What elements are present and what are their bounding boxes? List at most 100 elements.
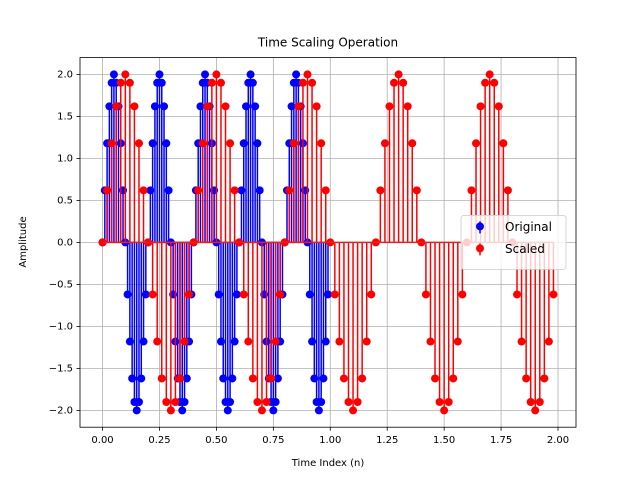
y-tick-label: 0.5 — [57, 195, 73, 206]
stem-marker — [155, 70, 164, 79]
stem-marker — [134, 398, 143, 406]
stem-marker — [390, 78, 399, 87]
stem-marker — [157, 374, 166, 383]
y-tick-label: −0.5 — [49, 279, 73, 290]
x-tick-label: 1.25 — [376, 435, 398, 446]
stem-marker — [105, 102, 114, 111]
stem-marker — [162, 398, 171, 406]
stem-marker — [201, 70, 210, 79]
stem-marker — [367, 290, 376, 299]
stem-marker — [125, 337, 134, 346]
stem-marker — [321, 337, 330, 346]
stem-marker — [253, 398, 262, 406]
stem-marker — [253, 139, 262, 148]
stem-marker — [116, 78, 125, 87]
stem-marker — [499, 139, 508, 148]
stem-marker — [440, 406, 449, 415]
stem-marker — [287, 102, 296, 111]
stem-marker — [219, 374, 228, 383]
stem-marker — [449, 374, 458, 383]
stem-marker — [380, 139, 389, 148]
stem-marker — [549, 290, 558, 299]
stem-marker — [103, 186, 112, 195]
stem-marker — [344, 398, 353, 406]
stem-marker — [267, 374, 276, 383]
stem-marker — [246, 70, 255, 79]
stem-marker — [248, 78, 257, 87]
stem-marker — [248, 374, 257, 383]
stem-marker — [221, 102, 230, 111]
stem-marker — [262, 398, 271, 406]
stem-marker — [305, 290, 314, 299]
stem-marker — [139, 337, 148, 346]
stem-marker — [141, 290, 150, 299]
stem-marker — [130, 102, 139, 111]
stem-marker — [517, 337, 526, 346]
stem-marker — [216, 337, 225, 346]
stem-marker — [148, 290, 157, 299]
stem-marker — [153, 337, 162, 346]
stem-marker — [358, 374, 367, 383]
legend-label: Scaled — [505, 242, 545, 256]
stem-marker — [251, 102, 260, 111]
stem-marker — [242, 102, 251, 111]
stem-marker — [317, 139, 326, 148]
stem-marker — [294, 102, 303, 111]
stem-marker — [458, 290, 467, 299]
stem-marker — [472, 139, 481, 148]
stem-marker — [303, 70, 312, 79]
stem-marker — [237, 186, 246, 195]
stem-marker — [178, 406, 187, 415]
legend-box — [460, 214, 567, 270]
stem-marker — [112, 102, 121, 111]
stem-marker — [132, 406, 141, 415]
axes-frame — [79, 57, 577, 428]
stem-marker — [362, 337, 371, 346]
stem-marker — [255, 186, 264, 195]
stem-marker — [198, 139, 207, 148]
stem-marker — [453, 337, 462, 346]
stem-marker — [194, 186, 203, 195]
x-tick-label: 1.00 — [319, 435, 341, 446]
stem-marker — [269, 406, 278, 415]
stem-marker — [308, 337, 317, 346]
stem-marker — [308, 78, 317, 87]
stem-marker — [513, 290, 522, 299]
stem-marker — [196, 102, 205, 111]
stem-marker — [435, 398, 444, 406]
stem-marker — [148, 139, 157, 148]
stem-marker — [385, 102, 394, 111]
stem-marker — [394, 70, 403, 79]
series — [98, 70, 332, 415]
stem-marker — [180, 398, 189, 406]
stem-marker — [376, 186, 385, 195]
stem-marker — [230, 337, 239, 346]
stem-marker — [226, 398, 235, 406]
stem-marker — [467, 186, 476, 195]
stem-marker — [239, 290, 248, 299]
stem-marker — [223, 406, 232, 415]
stem-marker — [244, 337, 253, 346]
stem-marker — [230, 186, 239, 195]
stem-marker — [182, 374, 191, 383]
stem-marker — [444, 398, 453, 406]
stem-marker — [160, 102, 169, 111]
stem-marker — [476, 102, 485, 111]
stem-marker — [273, 374, 282, 383]
stem-marker — [271, 398, 280, 406]
stem-marker — [157, 78, 166, 87]
x-tick-label: 0.00 — [91, 435, 113, 446]
stem-marker — [324, 290, 332, 299]
x-tick-label: 1.75 — [490, 435, 512, 446]
stem-marker — [185, 290, 194, 299]
stem-marker — [403, 102, 412, 111]
stem-marker — [216, 78, 225, 87]
stem-marker — [239, 139, 248, 148]
stem-marker — [399, 78, 408, 87]
stem-marker — [426, 337, 435, 346]
stem-marker — [349, 406, 358, 415]
stem-marker — [531, 406, 540, 415]
stem-marker — [207, 78, 216, 87]
